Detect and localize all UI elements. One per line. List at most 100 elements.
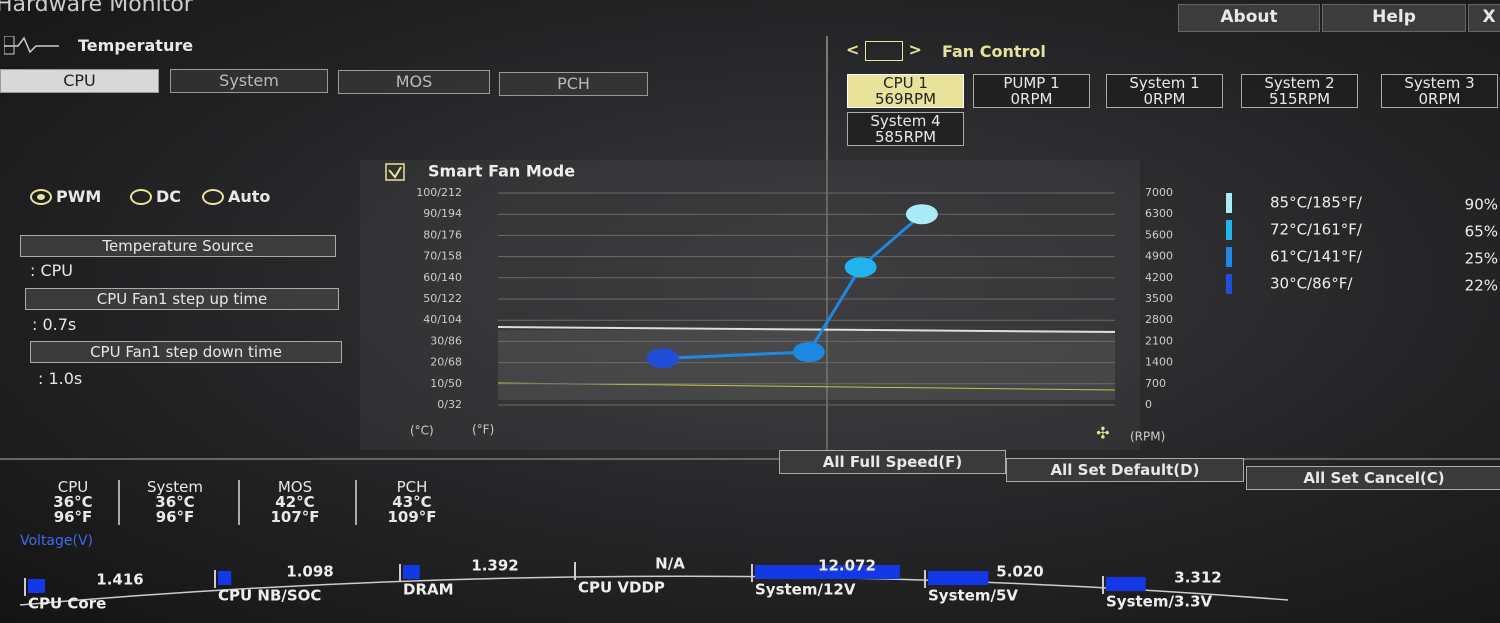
setting-value[interactable]: : 0.7s <box>32 315 77 334</box>
voltage-level <box>403 565 420 579</box>
legend-temp: 30°C/86°F/ <box>1270 275 1353 293</box>
curve-point <box>792 342 825 362</box>
fan-control-title: Fan Control <box>942 42 1046 61</box>
y-tick-label: 40/104 <box>423 313 462 326</box>
y2-tick-label: 700 <box>1145 377 1166 390</box>
legend-temp: 72°C/161°F/ <box>1270 221 1363 239</box>
summary-celsius: 36°C <box>155 493 195 511</box>
mode-radio[interactable]: DC <box>130 187 181 206</box>
summary-fahrenheit: 96°F <box>53 508 93 526</box>
y2-tick-label: 5600 <box>1145 228 1173 241</box>
fan-button[interactable]: System 1 0RPM <box>1106 74 1223 108</box>
y2-tick-label: 3500 <box>1145 292 1173 305</box>
temp-tab[interactable]: PCH <box>499 72 648 96</box>
summary-fahrenheit: 109°F <box>387 508 437 526</box>
legend-swatch <box>1226 274 1232 294</box>
legend-percent: 90% <box>1465 196 1498 214</box>
voltage-name: System/5V <box>928 587 1018 605</box>
y-tick-label: 30/86 <box>430 334 462 347</box>
temperature-icon <box>4 36 59 55</box>
summary-item: PCH 43°C 109°F <box>355 480 467 525</box>
menu-close[interactable]: X <box>1468 4 1500 32</box>
y2-tick-label: 2800 <box>1145 313 1173 326</box>
summary-fahrenheit: 107°F <box>270 508 320 526</box>
voltage-name: System/12V <box>755 581 856 599</box>
curve-point <box>905 204 938 225</box>
voltage-name: CPU NB/SOC <box>218 587 321 605</box>
menu-help[interactable]: Help <box>1322 4 1466 32</box>
fan-name: PUMP 1 <box>1003 74 1060 92</box>
mode-label: Auto <box>228 187 271 206</box>
fan-name: System 2 <box>1264 74 1335 92</box>
divider <box>826 36 828 456</box>
voltage-bar: 1.416 CPU Core 1.098 CPU NB/SOC 1.392 DRAM N/A… <box>19 555 1289 613</box>
mode-label: DC <box>156 187 182 206</box>
summary-celsius: 42°C <box>275 493 315 511</box>
fan-button[interactable]: System 2 515RPM <box>1241 74 1358 108</box>
mode-checkbox[interactable] <box>385 163 405 181</box>
y-tick-label: 50/122 <box>423 292 462 305</box>
legend-percent: 65% <box>1465 223 1498 241</box>
action-button[interactable]: All Set Default(D) <box>1006 458 1244 482</box>
chart-panel <box>360 160 1140 450</box>
y2-tick-label: 4200 <box>1145 271 1173 284</box>
check-mark <box>388 166 402 179</box>
voltage-level <box>218 571 232 585</box>
voltage-value: N/A <box>655 555 685 573</box>
fan-speed: 569RPM <box>874 90 937 108</box>
y2-tick-label: 6300 <box>1145 207 1173 220</box>
temp-tab[interactable]: System <box>170 69 328 93</box>
summary-name: System <box>147 478 203 496</box>
action-button[interactable]: All Full Speed(F) <box>779 450 1006 474</box>
chart-title: Smart Fan Mode <box>428 162 575 181</box>
summary-item: MOS 42°C 107°F <box>238 480 350 525</box>
fan-speed: 515RPM <box>1268 90 1331 108</box>
fan-name: System 1 <box>1129 74 1200 92</box>
action-button[interactable]: All Set Cancel(C) <box>1246 466 1500 490</box>
fan-nav[interactable]: < > <box>846 40 922 61</box>
mode-radio[interactable]: PWM <box>30 187 101 206</box>
fan-icon: ✣ <box>1096 424 1109 443</box>
setting-value[interactable]: : CPU <box>30 261 74 280</box>
y-tick-label: 90/194 <box>423 207 462 220</box>
radio-dot <box>37 193 45 200</box>
menu-about[interactable]: About <box>1178 4 1320 32</box>
y-tick-label: 60/140 <box>423 271 462 284</box>
radio-circle <box>202 188 224 205</box>
summary-item: CPU 36°C 96°F <box>18 480 128 525</box>
fan-speed: 585RPM <box>874 128 937 146</box>
fan-button[interactable]: System 3 0RPM <box>1381 74 1498 108</box>
y-tick-label: 70/158 <box>423 250 462 263</box>
y2-tick-label: 4900 <box>1145 250 1173 263</box>
legend-temp: 61°C/141°F/ <box>1270 248 1363 266</box>
screen-title: Hardware Monitor <box>0 0 193 17</box>
x-unit-label: (°C) <box>410 424 434 438</box>
voltage-name: CPU VDDP <box>578 579 665 597</box>
summary-fahrenheit: 96°F <box>155 508 195 526</box>
voltage-value: 1.392 <box>471 557 518 575</box>
legend-swatch <box>1226 193 1232 213</box>
curve-point <box>844 257 877 278</box>
y2-tick-label: 7000 <box>1145 186 1173 199</box>
voltage-level <box>28 579 45 593</box>
fan-button[interactable]: CPU 1 569RPM <box>847 74 964 108</box>
y2-tick-label: 1400 <box>1145 356 1173 369</box>
voltage-name: DRAM <box>403 581 454 599</box>
setting-value[interactable]: : 1.0s <box>38 369 83 388</box>
voltage-value: 12.072 <box>818 557 876 575</box>
x-unit-label: (°F) <box>472 423 494 437</box>
fan-button[interactable]: PUMP 1 0RPM <box>973 74 1090 108</box>
radio-circle <box>130 188 152 205</box>
mode-radio[interactable]: Auto <box>202 187 270 206</box>
summary-celsius: 36°C <box>53 493 93 511</box>
temp-tab[interactable]: MOS <box>338 70 490 94</box>
mode-label: PWM <box>56 187 102 206</box>
legend-swatch <box>1226 220 1232 240</box>
fan-speed: 0RPM <box>1010 90 1053 108</box>
curve-point <box>646 348 679 369</box>
temp-tab[interactable]: CPU <box>0 69 159 93</box>
summary-item: System 36°C 96°F <box>118 480 230 525</box>
fan-button[interactable]: System 4 585RPM <box>847 112 964 146</box>
legend-percent: 22% <box>1465 277 1498 295</box>
section-title: Temperature <box>78 36 194 55</box>
